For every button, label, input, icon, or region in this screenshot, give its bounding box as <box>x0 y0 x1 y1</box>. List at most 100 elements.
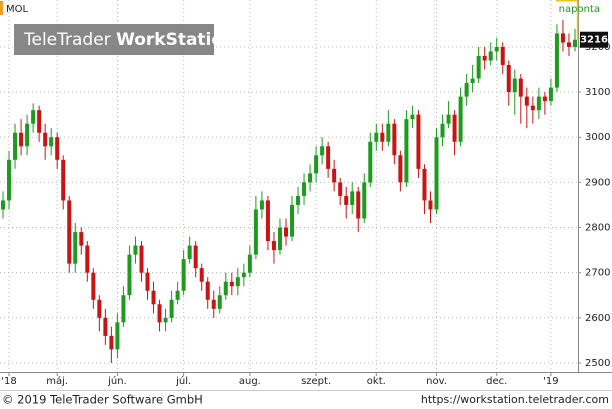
candle-body <box>416 114 421 169</box>
logo-box <box>14 24 214 55</box>
y-tick-label: 2700 <box>585 268 610 279</box>
candle-body <box>290 204 295 237</box>
candle-body <box>19 132 24 147</box>
last-price-label: 3216 <box>580 35 608 46</box>
candle-body <box>530 105 535 111</box>
candle-body <box>506 65 511 93</box>
candle-body <box>277 227 282 251</box>
candle-body <box>524 96 529 106</box>
candle-body <box>103 317 108 336</box>
candle-body <box>151 290 156 305</box>
candle-body <box>308 173 313 183</box>
candle-body <box>31 110 36 124</box>
candle-body <box>566 42 571 47</box>
candle-body <box>85 245 90 273</box>
candle-body <box>500 46 505 66</box>
candle-body <box>181 259 186 291</box>
x-tick-label: nov. <box>426 376 447 387</box>
candle-body <box>356 191 361 219</box>
candle-body <box>296 195 301 205</box>
candle-body <box>314 155 319 174</box>
candle-body <box>536 96 541 111</box>
candle-body <box>241 272 246 278</box>
candle-body <box>163 317 168 323</box>
x-tick-label: máj. <box>46 375 68 387</box>
candle-body <box>326 146 331 169</box>
candle-body <box>253 209 258 255</box>
x-tick-label: szept. <box>301 376 331 387</box>
candle-body <box>380 132 385 142</box>
candle-body <box>169 299 174 318</box>
candle-body <box>211 299 216 309</box>
candle-body <box>265 200 270 242</box>
candle-body <box>518 78 523 97</box>
candle-body <box>133 245 138 255</box>
candle-body <box>476 55 481 79</box>
candle-body <box>61 159 66 201</box>
candle-body <box>440 123 445 138</box>
candle-body <box>175 290 180 300</box>
candle-body <box>332 168 337 183</box>
candle-body <box>554 33 559 88</box>
candle-body <box>398 155 403 183</box>
candle-body <box>271 241 276 251</box>
x-tick-label: aug. <box>239 376 261 387</box>
logo-product: WorkStation <box>116 30 235 50</box>
candle-body <box>458 96 463 142</box>
candle-body <box>350 191 355 205</box>
candle-body <box>91 272 96 300</box>
candle-body <box>344 195 349 205</box>
title-marker <box>0 1 3 15</box>
candle-body <box>97 299 102 318</box>
candle-body <box>572 39 577 47</box>
candle-body <box>223 281 228 296</box>
candle-body <box>139 245 144 273</box>
copyright: © 2019 TeleTrader Software GmbH <box>2 393 203 407</box>
candle-body <box>49 137 54 147</box>
candle-body <box>193 245 198 269</box>
candle-body <box>247 254 252 273</box>
candle-body <box>470 78 475 84</box>
candle-body <box>205 281 210 300</box>
plot-area <box>0 0 578 372</box>
y-tick-label: 2600 <box>585 313 610 324</box>
candle-body <box>217 295 222 309</box>
candle-body <box>338 182 343 196</box>
x-tick-label: '19 <box>543 376 558 387</box>
logo-brand: TeleTrader <box>23 30 111 50</box>
candle-body <box>482 55 487 61</box>
candle-body <box>127 254 132 296</box>
candle-body <box>157 304 162 323</box>
x-tick-label: okt. <box>367 376 386 387</box>
candle-body <box>259 200 264 210</box>
y-tick-label: 3100 <box>585 87 610 98</box>
y-tick-label: 3000 <box>585 132 610 143</box>
candle-body <box>422 168 427 201</box>
candle-body <box>560 33 565 43</box>
candle-body <box>235 277 240 287</box>
candle-body <box>121 295 126 323</box>
candle-body <box>7 159 12 201</box>
candle-body <box>404 119 409 183</box>
candle-body <box>488 51 493 61</box>
candle-body <box>362 182 367 219</box>
y-tick-label: 2500 <box>585 358 610 369</box>
x-tick-label: '18 <box>1 376 16 387</box>
x-tick-label: jún. <box>107 375 127 387</box>
candle-body <box>320 146 325 156</box>
y-tick-label: 2900 <box>585 177 610 188</box>
candle-body <box>145 272 150 291</box>
candle-body <box>386 123 391 142</box>
y-tick-label: 2800 <box>585 223 610 234</box>
candle-body <box>73 232 78 264</box>
logo-text: TeleTrader WorkStation <box>23 30 235 50</box>
candle-body <box>446 114 451 124</box>
candle-body <box>187 245 192 260</box>
candle-body <box>392 123 397 156</box>
candle-body <box>13 132 18 160</box>
candle-body <box>452 114 457 142</box>
candle-body <box>55 137 60 160</box>
candle-body <box>67 200 72 264</box>
candle-body <box>410 114 415 120</box>
interval-label: naponta <box>559 4 600 15</box>
